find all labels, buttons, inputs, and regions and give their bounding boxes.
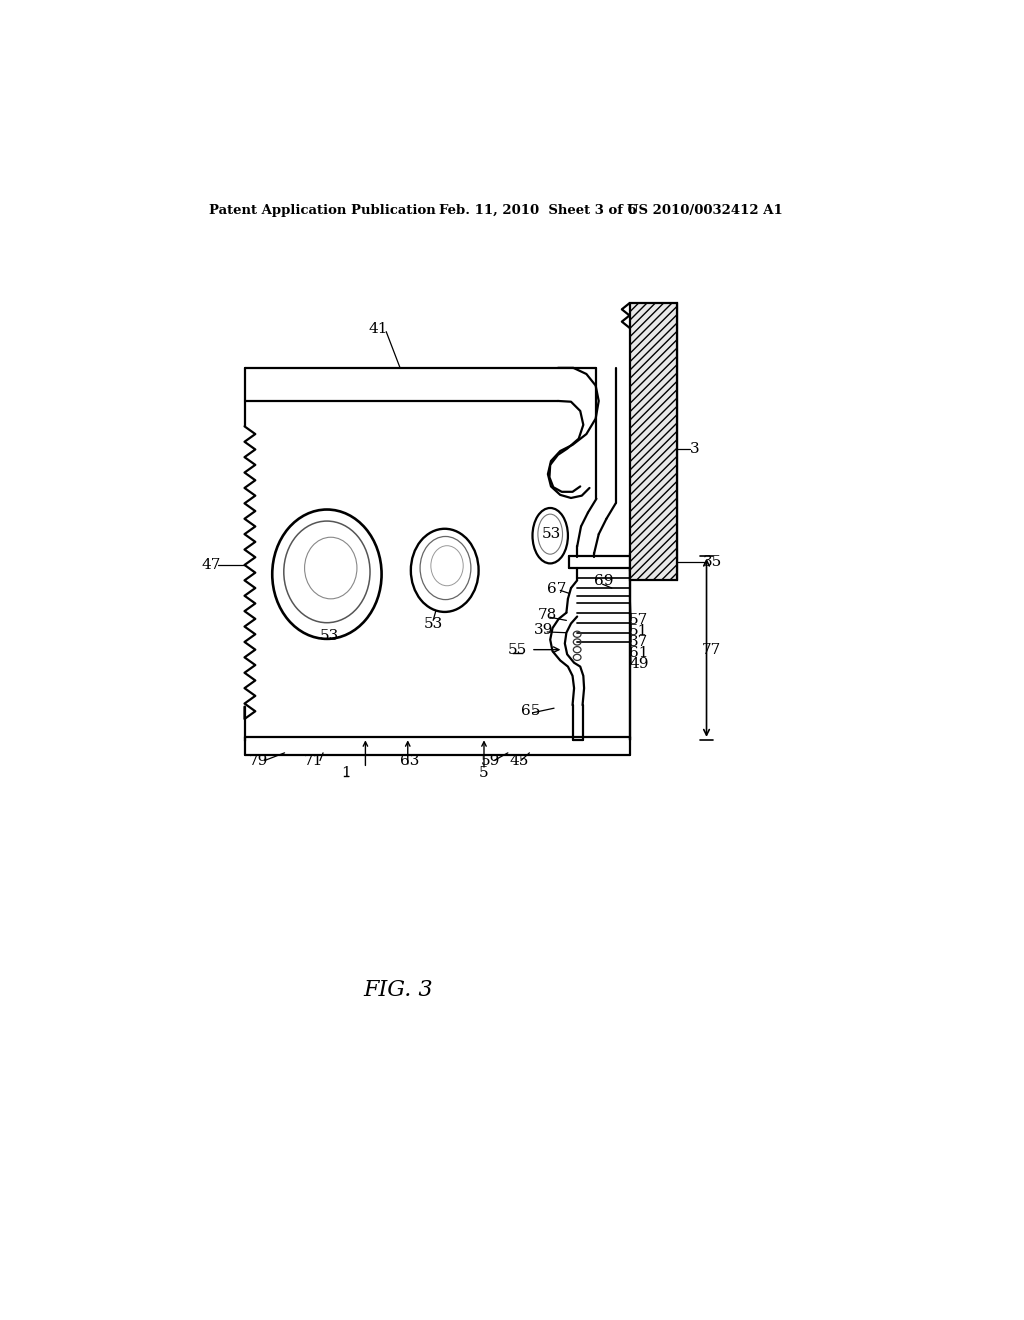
Text: 53: 53 [319, 628, 339, 643]
Text: 5: 5 [479, 766, 488, 780]
Text: 77: 77 [701, 643, 721, 656]
Text: 35: 35 [703, 554, 722, 569]
Text: 65: 65 [521, 705, 541, 718]
Ellipse shape [431, 545, 463, 586]
Text: 55: 55 [508, 643, 527, 656]
Text: FIG. 3: FIG. 3 [364, 979, 433, 1001]
Text: 49: 49 [629, 656, 648, 671]
Ellipse shape [304, 537, 357, 599]
Bar [630, 304, 677, 581]
Text: 47: 47 [202, 558, 221, 572]
Text: Patent Application Publication: Patent Application Publication [209, 205, 436, 218]
Text: 3: 3 [690, 442, 699, 457]
Text: 53: 53 [424, 618, 442, 631]
Ellipse shape [538, 515, 562, 554]
Text: 1: 1 [341, 766, 351, 780]
Text: 39: 39 [535, 623, 554, 638]
Text: US 2010/0032412 A1: US 2010/0032412 A1 [628, 205, 783, 218]
Text: 78: 78 [538, 609, 557, 622]
Ellipse shape [284, 521, 370, 623]
Text: 37: 37 [629, 635, 648, 649]
Text: Feb. 11, 2010  Sheet 3 of 6: Feb. 11, 2010 Sheet 3 of 6 [438, 205, 636, 218]
Text: 69: 69 [594, 574, 613, 589]
Text: 53: 53 [542, 527, 560, 541]
Text: 45: 45 [510, 754, 529, 767]
Text: 61: 61 [629, 645, 648, 660]
Text: 57: 57 [629, 614, 648, 627]
Ellipse shape [532, 508, 568, 564]
Text: 41: 41 [369, 322, 388, 337]
Ellipse shape [272, 510, 382, 639]
Text: 79: 79 [249, 754, 268, 767]
Bar [245, 738, 630, 755]
Ellipse shape [411, 529, 478, 612]
Text: 59: 59 [481, 754, 501, 767]
Text: 71: 71 [304, 754, 324, 767]
Text: 67: 67 [547, 582, 566, 595]
Ellipse shape [420, 536, 471, 599]
Text: 63: 63 [399, 754, 419, 767]
Text: 51: 51 [629, 624, 648, 638]
